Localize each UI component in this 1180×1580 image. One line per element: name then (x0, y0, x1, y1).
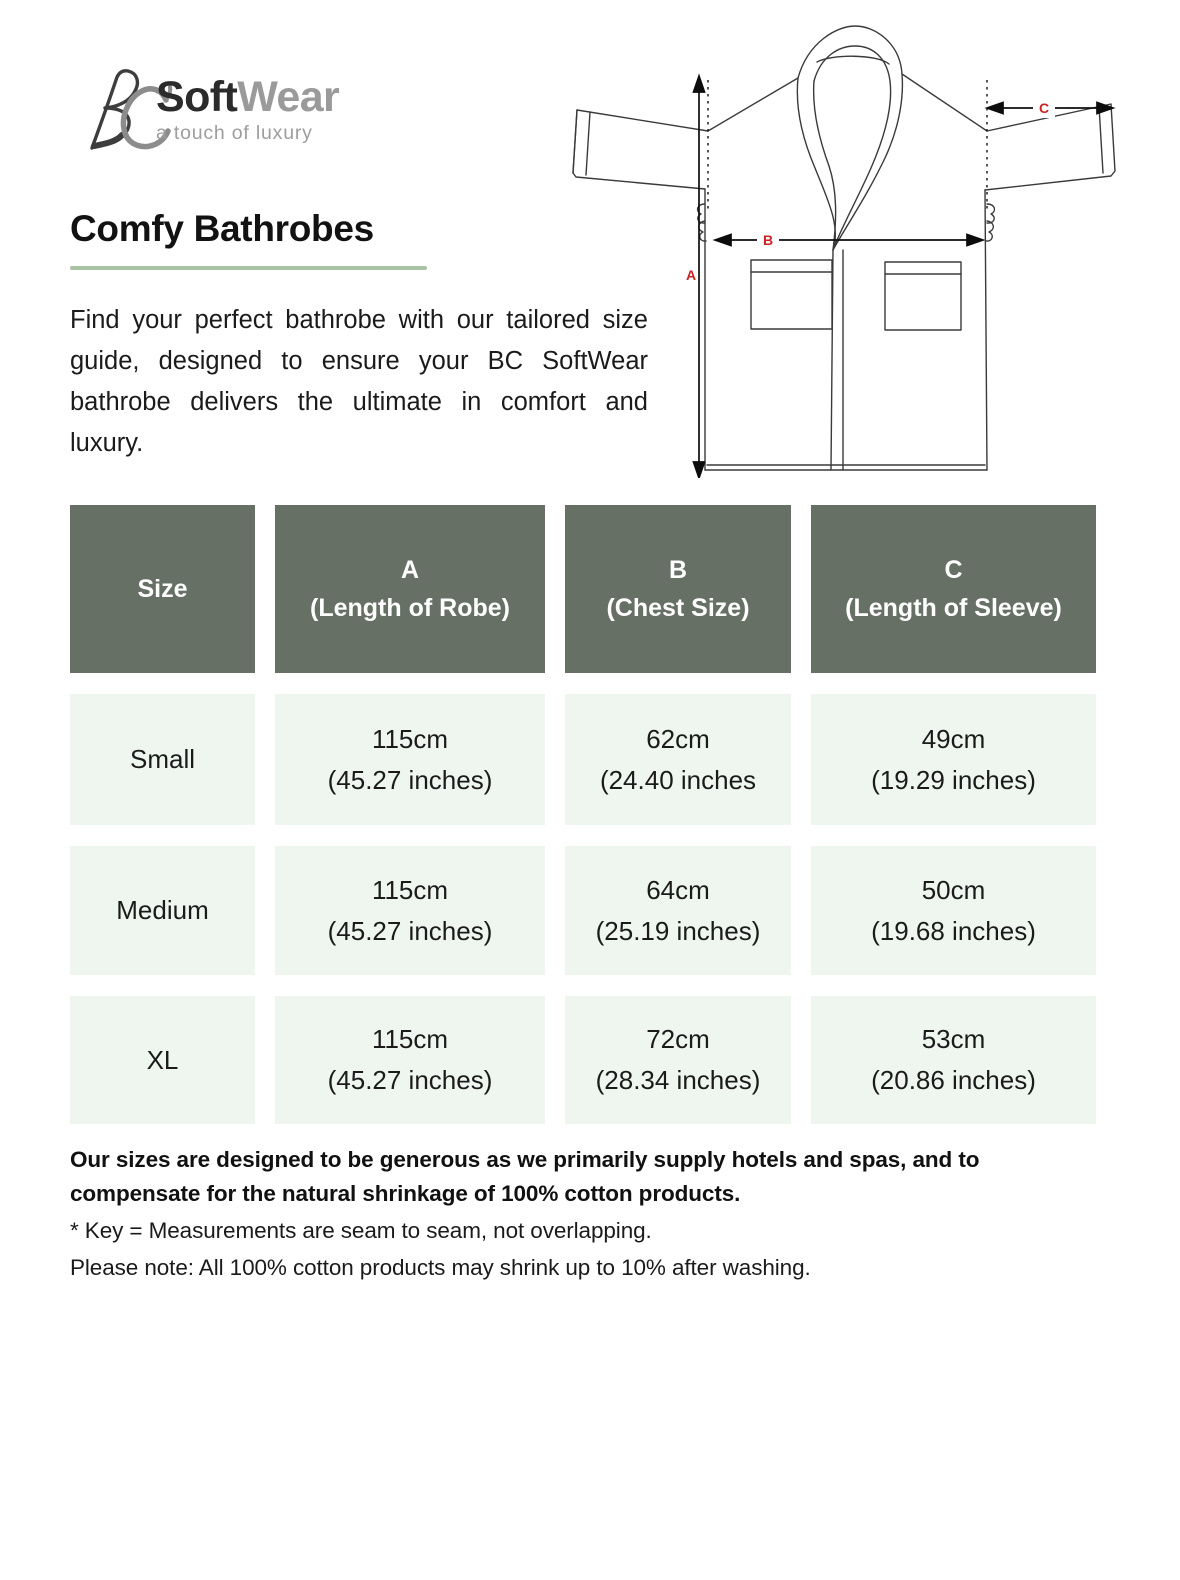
cell-length-of-sleeve: 50cm (19.68 inches) (811, 846, 1096, 975)
cell-size: Small (70, 694, 255, 825)
intro-paragraph: Find your perfect bathrobe with our tail… (70, 300, 648, 464)
bc-monogram-icon (70, 62, 190, 162)
table-header-b-desc: (Chest Size) (606, 594, 750, 622)
cell-value-inches: (28.34 inches) (595, 1065, 761, 1095)
table-header-c: C (Length of Sleeve) (811, 505, 1096, 673)
cell-value-cm: 50cm (921, 874, 986, 905)
table-header-b: B (Chest Size) (565, 505, 791, 673)
cell-value-cm: 115cm (371, 723, 449, 754)
cell-value-cm: 72cm (646, 1024, 710, 1054)
table-header-b-letter: B (668, 556, 688, 584)
cell-value-inches: (45.27 inches) (327, 915, 493, 946)
table-header-a-letter: A (400, 556, 420, 584)
intro-text: Find your perfect bathrobe with our tail… (70, 306, 648, 457)
cell-length-of-robe: 115cm (45.27 inches) (275, 694, 545, 825)
cell-chest-size: 72cm (28.34 inches) (565, 996, 791, 1124)
cell-chest-size: 64cm (25.19 inches) (565, 846, 791, 975)
table-row: Small 115cm (45.27 inches) 62cm (24.40 i… (70, 694, 1096, 825)
cell-length-of-robe: 115cm (45.27 inches) (275, 996, 545, 1124)
cell-length-of-sleeve: 49cm (19.29 inches) (811, 694, 1096, 825)
cell-value-inches: (25.19 inches) (595, 915, 761, 946)
cell-value-inches: (20.86 inches) (871, 1065, 1036, 1095)
footnotes: Our sizes are designed to be generous as… (70, 1143, 1090, 1285)
cell-value-inches: (45.27 inches) (327, 764, 493, 795)
brand-logo: SoftWear a touch of luxury (70, 62, 490, 172)
cell-chest-size: 62cm (24.40 inches (565, 694, 791, 825)
brand-name-wear: Wear (237, 73, 340, 121)
cell-value-cm: 49cm (921, 723, 986, 754)
cell-value-inches: (19.29 inches) (871, 764, 1036, 795)
size-table: Size A (Length of Robe) B (Chest Size) C… (70, 505, 1096, 1124)
brand-tagline: a touch of luxury (156, 122, 313, 144)
cell-value-cm: 64cm (646, 874, 710, 905)
title-divider (70, 266, 427, 270)
table-header-row: Size A (Length of Robe) B (Chest Size) C… (70, 505, 1096, 673)
brand-wordmark: SoftWear a touch of luxury (156, 76, 486, 145)
cell-value-inches: (19.68 inches) (871, 915, 1036, 946)
table-header-size: Size (70, 505, 255, 673)
cell-value-cm: 115cm (371, 1024, 449, 1054)
dimension-label-a: A (686, 267, 696, 283)
cell-size-value: Small (129, 744, 195, 774)
table-header-c-letter: C (944, 556, 963, 584)
footnote-generous-sizing: Our sizes are designed to be generous as… (70, 1147, 980, 1206)
cell-size-value: XL (146, 1044, 179, 1075)
table-row: Medium 115cm (45.27 inches) 64cm (25.19 … (70, 846, 1096, 975)
cell-length-of-sleeve: 53cm (20.86 inches) (811, 996, 1096, 1124)
cell-value-inches: (45.27 inches) (327, 1065, 493, 1095)
cell-size: XL (70, 996, 255, 1124)
table-row: XL 115cm (45.27 inches) 72cm (28.34 inch… (70, 996, 1096, 1124)
footnote-shrinkage: Please note: All 100% cotton products ma… (70, 1255, 811, 1280)
dimension-label-b: B (763, 232, 773, 248)
table-header-size-label: Size (137, 575, 188, 603)
brand-name-soft: Soft (156, 73, 238, 121)
table-header-a: A (Length of Robe) (275, 505, 545, 673)
cell-length-of-robe: 115cm (45.27 inches) (275, 846, 545, 975)
cell-value-cm: 115cm (371, 874, 449, 905)
cell-value-cm: 53cm (921, 1024, 986, 1054)
brand-name: SoftWear (156, 76, 486, 119)
bathrobe-diagram: A B C (555, 18, 1140, 478)
cell-size-value: Medium (116, 895, 209, 925)
footnote-key: * Key = Measurements are seam to seam, n… (70, 1218, 652, 1243)
table-header-c-desc: (Length of Sleeve) (845, 594, 1062, 622)
cell-value-cm: 62cm (646, 723, 710, 754)
dimension-label-c: C (1039, 100, 1049, 116)
table-header-a-desc: (Length of Robe) (310, 594, 510, 622)
cell-size: Medium (70, 846, 255, 975)
cell-value-inches: (24.40 inches (599, 764, 757, 795)
page-title: Comfy Bathrobes (70, 208, 374, 249)
